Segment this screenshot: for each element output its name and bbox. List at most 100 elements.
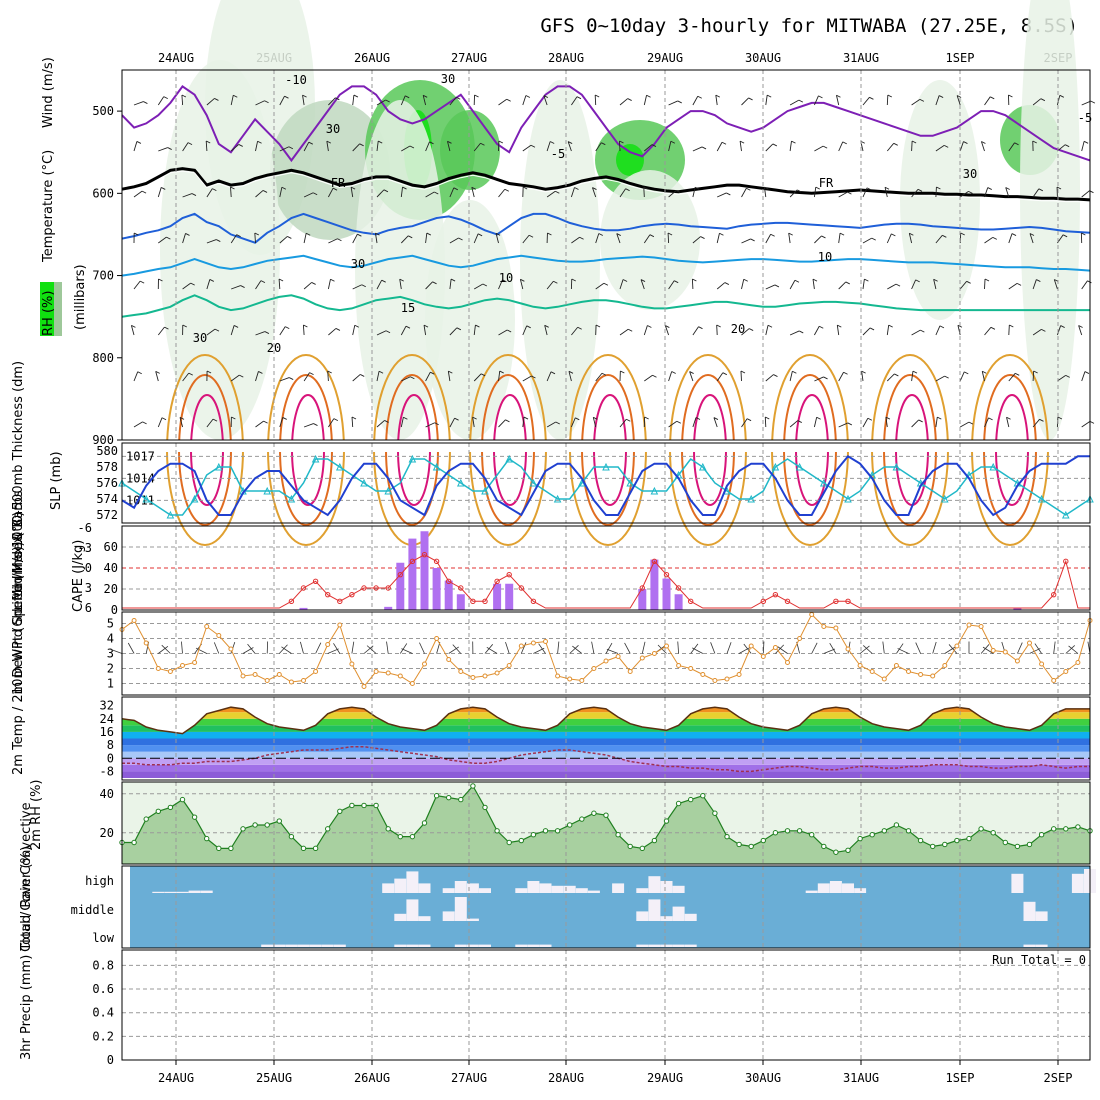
wind-barb-flag [794, 279, 800, 283]
wind10m-point-8 [216, 633, 222, 638]
wind-barb-flag [214, 98, 219, 101]
wind-barb [716, 142, 723, 152]
precip-frame [121, 949, 1091, 1061]
rh2m-point-67 [930, 843, 936, 850]
rh2m-point-18 [337, 808, 343, 814]
temp-bands [122, 707, 1090, 778]
wind-barb [984, 417, 989, 428]
wind10m-barb-37 [569, 645, 579, 654]
wind10m-barb-32 [505, 641, 510, 654]
thickness-point-14 [287, 494, 296, 503]
date-label-bottom-9: 2SEP [1044, 1071, 1073, 1085]
wind-legend-label: Wind (m/s) [41, 57, 56, 128]
wind-barb [303, 282, 312, 290]
wind-barb [789, 330, 800, 336]
wind-barb [1081, 190, 1090, 198]
wind10m-point-44 [651, 651, 657, 656]
wind-barb [644, 374, 653, 382]
wind10m-point-6 [192, 660, 198, 665]
wind-barb-flag [137, 371, 142, 375]
wind-barb-flag [502, 279, 507, 283]
wind-barb [158, 236, 167, 244]
wind-barb-flag [943, 145, 949, 148]
wind-barb [911, 189, 919, 198]
wind-barb [498, 279, 503, 290]
wind-barb [279, 326, 286, 336]
lifted-point-44 [651, 558, 658, 565]
dewpt2m-line [122, 745, 1090, 773]
wind-barb-flag [689, 371, 694, 374]
wind-barb-flag [525, 95, 531, 98]
lifted-point-47 [688, 598, 694, 605]
rh2m-point-46 [675, 800, 682, 807]
wind10m-point-14 [288, 679, 294, 685]
wind-barb [130, 325, 135, 336]
wind10m-point-30 [482, 673, 488, 679]
wind-barb-flag [326, 140, 332, 144]
wind10m-point-50 [724, 676, 730, 682]
wind-barb-flag [842, 141, 847, 145]
wind10m-point-18 [337, 622, 343, 628]
wind-barb [473, 373, 482, 382]
wind-barb-flag [236, 234, 241, 238]
cloud-bar-0-58 [817, 883, 830, 893]
wind-barb-flag [179, 416, 185, 420]
wind-barb-flag [568, 370, 574, 374]
wind-barb [522, 417, 525, 428]
wind-barb-flag [1040, 98, 1046, 102]
wind-barb [1005, 187, 1010, 198]
wind-barb-flag [692, 278, 697, 282]
wind-barb [957, 325, 961, 336]
wind-barb-flag [574, 187, 579, 190]
wind-barb [543, 95, 548, 106]
wind-barb-flag [1056, 186, 1062, 190]
wind10m-barb-1 [127, 642, 135, 654]
wind10m-point-42 [627, 669, 633, 674]
wind10m-point-16 [313, 669, 319, 674]
wind-barb [472, 417, 475, 428]
rh2m-point-43 [639, 845, 645, 852]
cloud-bar-0-27 [442, 888, 455, 893]
wind-barb [230, 186, 232, 198]
wind-barb [980, 141, 985, 152]
thickness-tick-578: 578 [96, 460, 118, 474]
wind10m-barb-16 [315, 642, 322, 654]
wind-barb-flag [990, 326, 996, 330]
cloud-bar-2-14 [285, 944, 298, 947]
wind-barb-flag [593, 416, 598, 420]
wind-barb-flag [799, 330, 804, 334]
wind-barb-flag [308, 141, 313, 145]
wind-barb-flag [166, 236, 171, 240]
cloud-bar-0-37 [563, 885, 576, 893]
cloud-bar-0-4 [164, 891, 177, 893]
wind-barb [741, 238, 751, 244]
thickness-tick-576: 576 [96, 476, 118, 490]
wind10m-point-54 [772, 645, 778, 650]
wind10m-point-79 [1075, 660, 1081, 665]
wind-barb [741, 97, 749, 106]
wind-barb [668, 280, 675, 290]
wind-barb-flag [966, 280, 971, 284]
wind10m-point-23 [397, 673, 403, 679]
rh2m-point-11 [252, 822, 258, 828]
wind10m-barb-49 [710, 642, 716, 654]
wind-barb [206, 279, 211, 290]
rh2m-point-22 [385, 826, 391, 832]
wind-barb-flag [332, 187, 338, 191]
thickness-point-60 [844, 494, 852, 503]
wind-barb-flag [960, 232, 965, 236]
wind-barb-flag [1009, 324, 1014, 328]
wind-barb-flag [504, 188, 509, 192]
upper-bottom-mask [122, 440, 1090, 452]
wind10m-point-7 [204, 624, 210, 629]
date-label-top-6: 30AUG [745, 51, 781, 65]
wind-barb-flag [264, 331, 270, 334]
wind-barb [814, 376, 824, 382]
lifted-point-20 [361, 585, 367, 591]
wind-barb [861, 371, 864, 382]
wind-barb [571, 96, 578, 106]
wind-barb [1081, 280, 1088, 290]
wind-barb [959, 141, 964, 152]
cloud-bar-2-15 [297, 944, 310, 947]
wind-barb-flag [676, 420, 681, 424]
